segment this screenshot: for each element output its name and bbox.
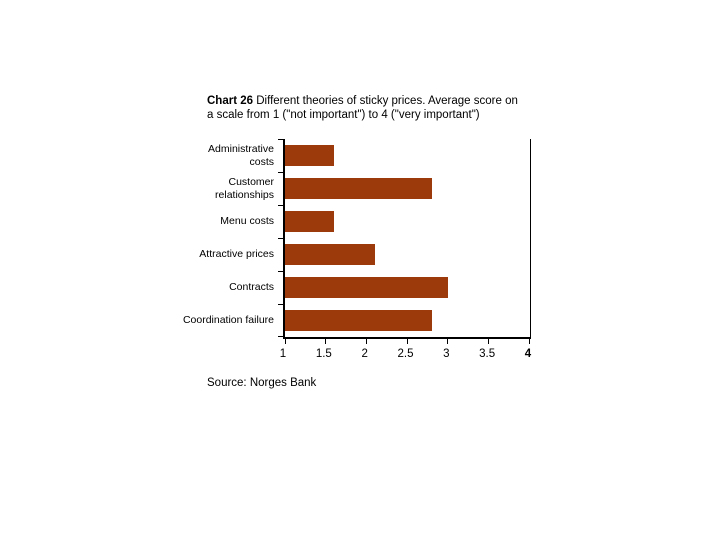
bar xyxy=(285,310,432,331)
chart-title: Chart 26 Different theories of sticky pr… xyxy=(207,94,547,122)
bar xyxy=(285,178,432,199)
category-label: Attractive prices xyxy=(199,248,274,261)
y-axis-tick xyxy=(278,304,283,305)
x-tick-label: 2 xyxy=(361,348,368,360)
category-labels: Administrative costs Customer relationshi… xyxy=(181,139,278,337)
x-tick-label: 2.5 xyxy=(397,348,414,360)
bar xyxy=(285,244,375,265)
x-axis-tick xyxy=(406,339,408,344)
bar xyxy=(285,277,449,298)
x-axis-tick xyxy=(529,339,530,344)
chart-title-line2: a scale from 1 ("not important") to 4 ("… xyxy=(207,109,480,121)
x-tick-label: 1.5 xyxy=(315,348,332,360)
x-axis-tick xyxy=(285,339,286,344)
y-axis-tick xyxy=(278,172,283,173)
x-axis-tick xyxy=(488,339,490,344)
x-axis-tick xyxy=(365,339,367,344)
x-tick-label: 3 xyxy=(443,348,450,360)
x-axis-labels: 1 1.5 2 2.5 3 3.5 4 xyxy=(279,348,532,362)
y-axis-tick xyxy=(278,271,283,272)
chart-title-line1: Chart 26 Different theories of sticky pr… xyxy=(207,94,547,108)
bar xyxy=(285,145,334,166)
x-axis-tick xyxy=(324,339,326,344)
x-tick-label: 3.5 xyxy=(479,348,496,360)
chart-title-text: Different theories of sticky prices. Ave… xyxy=(253,95,518,107)
x-axis-tick xyxy=(447,339,449,344)
y-axis-tick xyxy=(278,238,283,239)
category-label: Menu costs xyxy=(220,215,274,228)
category-label: Coordination failure xyxy=(182,314,274,327)
bar xyxy=(285,211,334,232)
source-note: Source: Norges Bank xyxy=(207,377,317,389)
y-axis-tick xyxy=(278,336,283,337)
category-label: Administrative costs xyxy=(208,143,274,168)
chart-number: Chart 26 xyxy=(207,95,254,107)
y-axis-tick xyxy=(278,139,283,140)
category-label: Contracts xyxy=(229,281,274,294)
y-axis-tick xyxy=(278,205,283,206)
category-label: Customer relationships xyxy=(215,176,274,201)
plot-area xyxy=(278,139,531,344)
x-tick-label: 1 xyxy=(279,348,287,360)
x-tick-label: 4 xyxy=(524,348,532,360)
